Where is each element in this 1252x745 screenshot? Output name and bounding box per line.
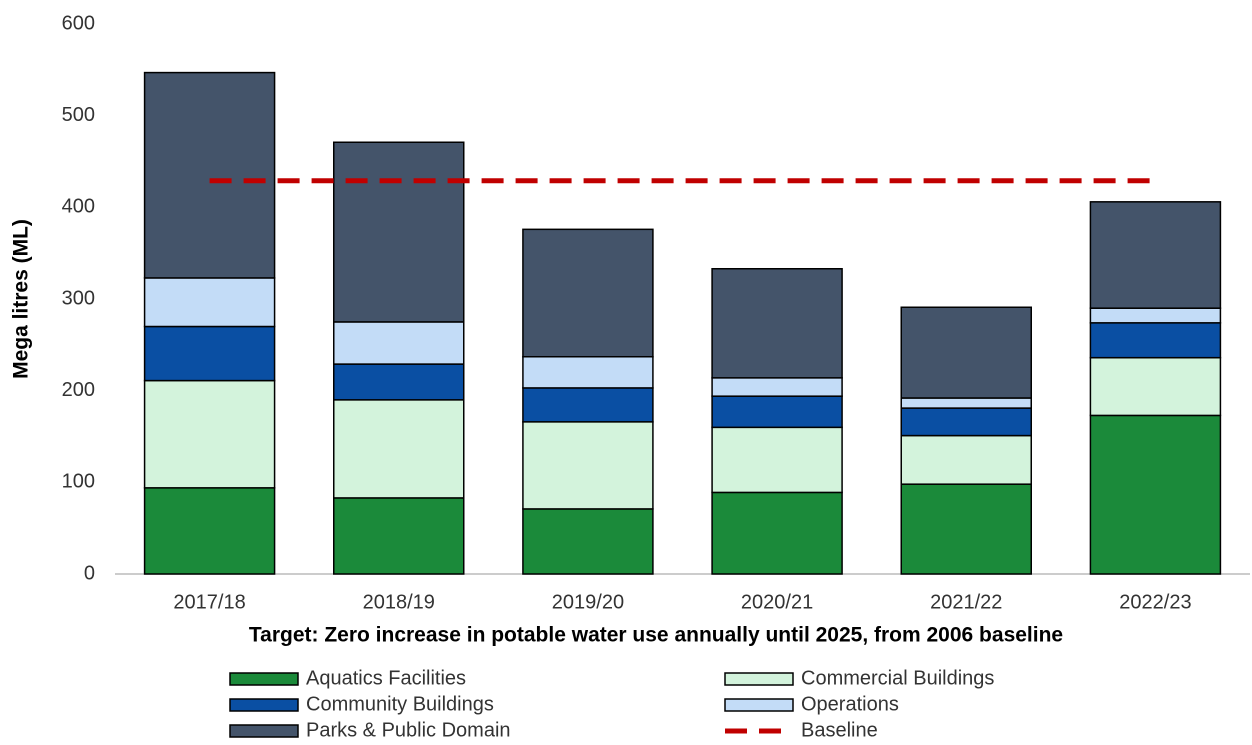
x-tick-label: 2017/18 <box>173 591 245 613</box>
bar-segment <box>143 325 276 382</box>
bar-segment <box>711 268 843 379</box>
bar-segment <box>522 421 654 510</box>
bar-segment <box>1089 414 1222 575</box>
bar-segment <box>522 228 654 358</box>
legend-label: Parks & Public Domain <box>306 719 511 740</box>
bar-segment <box>333 141 465 323</box>
bar-segment <box>711 426 843 494</box>
bar-segment <box>711 377 843 397</box>
legend-swatch <box>229 698 299 712</box>
bar-segment <box>900 397 1032 409</box>
y-tick-label: 600 <box>62 12 95 34</box>
x-tick-label: 2020/21 <box>741 591 813 613</box>
bar-segment <box>900 483 1032 575</box>
y-tick-label: 0 <box>84 562 95 584</box>
bar-segment <box>143 71 276 279</box>
x-tick-label: 2022/23 <box>1119 591 1191 613</box>
x-tick-label: 2019/20 <box>552 591 624 613</box>
legend-swatch <box>724 698 794 712</box>
bar-segment <box>143 277 276 328</box>
y-tick-label: 400 <box>62 196 95 218</box>
bar-segment <box>1089 307 1222 324</box>
bar-segment <box>522 356 654 389</box>
legend-swatch <box>229 672 299 686</box>
y-tick-label: 200 <box>62 379 95 401</box>
bar-segment <box>900 407 1032 437</box>
legend-label: Operations <box>801 693 899 715</box>
bar-segment <box>900 434 1032 485</box>
legend-label: Aquatics Facilities <box>306 667 466 689</box>
legend-swatch <box>229 724 299 738</box>
bar-segment <box>1089 201 1222 309</box>
bar-segment <box>1089 356 1222 417</box>
legend-label: Community Buildings <box>306 693 494 715</box>
bar-segment <box>711 491 843 575</box>
bar-segment <box>333 363 465 401</box>
x-axis-label: Target: Zero increase in potable water u… <box>249 624 1063 647</box>
x-tick-label: 2021/22 <box>930 591 1002 613</box>
bar-segment <box>333 497 465 575</box>
bar-segment <box>522 508 654 575</box>
bar-segment <box>522 387 654 423</box>
legend-swatch <box>724 672 794 686</box>
x-tick-label: 2018/19 <box>363 591 435 613</box>
legend-label: Baseline <box>801 719 878 740</box>
y-axis-label: Mega litres (ML) <box>10 219 33 379</box>
y-tick-label: 300 <box>62 287 95 309</box>
y-tick-label: 100 <box>62 471 95 493</box>
bar-segment <box>1089 322 1222 359</box>
legend-label: Commercial Buildings <box>801 667 994 689</box>
bar-segment <box>900 306 1032 399</box>
bar-segment <box>143 379 276 489</box>
bar-segment <box>711 395 843 429</box>
bar-segment <box>333 321 465 365</box>
y-tick-label: 500 <box>62 104 95 126</box>
bar-segment <box>333 399 465 499</box>
bar-segment <box>143 487 276 575</box>
